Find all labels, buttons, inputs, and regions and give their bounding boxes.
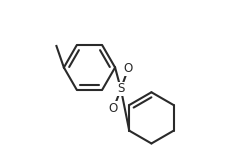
- Text: O: O: [124, 62, 133, 75]
- Text: S: S: [117, 82, 124, 95]
- Text: O: O: [109, 102, 118, 115]
